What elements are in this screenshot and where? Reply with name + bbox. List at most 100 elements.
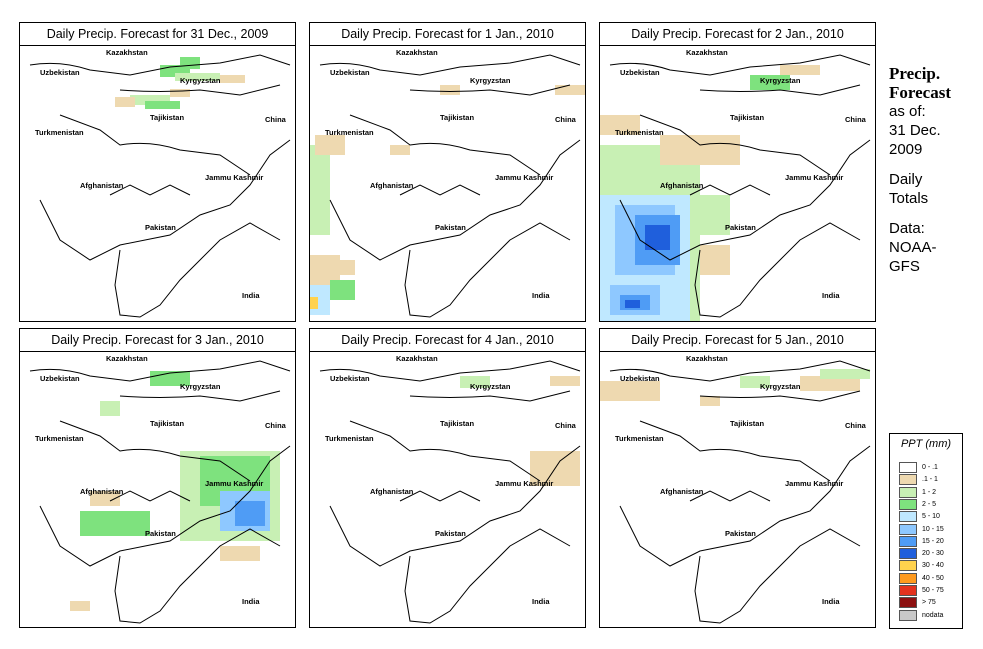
legend-label: 5 - 10 — [922, 513, 940, 521]
label-pakistan: Pakistan — [435, 223, 466, 232]
legend-swatch — [899, 498, 917, 510]
label-turkmenistan: Turkmenistan — [615, 128, 664, 137]
label-kazakhstan: Kazakhstan — [106, 48, 148, 57]
label-afghanistan: Afghanistan — [80, 181, 124, 190]
legend-swatch — [899, 548, 917, 560]
borders — [29, 54, 291, 318]
label-tajikistan: Tajikistan — [730, 419, 765, 428]
label-pakistan: Pakistan — [725, 529, 756, 538]
label-china: China — [265, 115, 286, 124]
side-title-line2: Forecast — [889, 83, 951, 102]
side-info: Precip. Forecast as of: 31 Dec. 2009 Dai… — [889, 64, 951, 276]
legend-label: .1 - 1 — [922, 476, 938, 484]
label-jammu-kashmir: Jammu Kashmir — [205, 479, 264, 488]
label-turkmenistan: Turkmenistan — [325, 128, 374, 137]
label-jammu-kashmir: Jammu Kashmir — [785, 173, 844, 182]
label-kyrgyzstan: Kyrgyzstan — [470, 76, 511, 85]
label-india: India — [822, 597, 840, 606]
forecast-panel-dec31: Daily Precip. Forecast for 31 Dec., 2009… — [19, 22, 296, 322]
label-turkmenistan: Turkmenistan — [35, 128, 84, 137]
label-tajikistan: Tajikistan — [730, 113, 765, 122]
label-jammu-kashmir: Jammu Kashmir — [495, 173, 554, 182]
asof-line2: 31 Dec. — [889, 122, 941, 139]
data-line1: Data: — [889, 220, 925, 237]
panel-title: Daily Precip. Forecast for 4 Jan., 2010 — [310, 329, 585, 352]
label-uzbekistan: Uzbekistan — [330, 374, 370, 383]
precip-map — [29, 54, 291, 318]
label-kyrgyzstan: Kyrgyzstan — [760, 76, 801, 85]
precip-map — [319, 360, 581, 624]
label-jammu-kashmir: Jammu Kashmir — [495, 479, 554, 488]
legend-label: 10 - 15 — [922, 525, 944, 533]
precip-cells — [115, 57, 245, 109]
label-uzbekistan: Uzbekistan — [620, 68, 660, 77]
legend-label: 20 - 30 — [922, 550, 944, 558]
forecast-panel-jan4: Daily Precip. Forecast for 4 Jan., 2010 … — [309, 328, 586, 628]
totals-line1: Daily — [889, 171, 923, 188]
label-turkmenistan: Turkmenistan — [35, 434, 84, 443]
label-kazakhstan: Kazakhstan — [106, 354, 148, 363]
legend-title: PPT (mm) — [900, 438, 952, 450]
forecast-panel-jan3: Daily Precip. Forecast for 3 Jan., 2010 … — [19, 328, 296, 628]
panel-title: Daily Precip. Forecast for 5 Jan., 2010 — [600, 329, 875, 352]
label-kyrgyzstan: Kyrgyzstan — [760, 382, 801, 391]
label-pakistan: Pakistan — [725, 223, 756, 232]
legend-swatch — [899, 474, 917, 486]
precip-cells — [600, 65, 820, 321]
label-afghanistan: Afghanistan — [660, 181, 704, 190]
label-turkmenistan: Turkmenistan — [325, 434, 374, 443]
label-uzbekistan: Uzbekistan — [620, 374, 660, 383]
label-kyrgyzstan: Kyrgyzstan — [470, 382, 511, 391]
label-china: China — [845, 115, 866, 124]
label-pakistan: Pakistan — [435, 529, 466, 538]
data-line3: GFS — [889, 258, 920, 275]
forecast-panel-jan2: Daily Precip. Forecast for 2 Jan., 2010 … — [599, 22, 876, 322]
label-india: India — [242, 597, 260, 606]
borders — [609, 360, 871, 624]
legend-swatch — [899, 462, 917, 473]
label-india: India — [242, 291, 260, 300]
label-china: China — [845, 421, 866, 430]
label-afghanistan: Afghanistan — [370, 181, 414, 190]
borders — [609, 54, 871, 318]
label-kazakhstan: Kazakhstan — [686, 48, 728, 57]
precip-cells — [310, 85, 585, 315]
label-tajikistan: Tajikistan — [440, 113, 475, 122]
totals-line2: Totals — [889, 190, 929, 207]
legend-swatch — [899, 585, 917, 596]
panel-title: Daily Precip. Forecast for 3 Jan., 2010 — [20, 329, 295, 352]
label-kazakhstan: Kazakhstan — [686, 354, 728, 363]
borders — [29, 360, 291, 624]
panel-title: Daily Precip. Forecast for 31 Dec., 2009 — [20, 23, 295, 46]
label-afghanistan: Afghanistan — [660, 487, 704, 496]
forecast-panel-jan1: Daily Precip. Forecast for 1 Jan., 2010 … — [309, 22, 586, 322]
legend-swatch — [899, 609, 917, 621]
borders — [319, 54, 581, 318]
label-tajikistan: Tajikistan — [150, 113, 185, 122]
legend-swatch — [899, 572, 917, 584]
legend-swatch — [899, 523, 917, 535]
asof-line1: as of: — [889, 103, 926, 120]
legend-label: 1 - 2 — [922, 488, 937, 496]
label-tajikistan: Tajikistan — [440, 419, 475, 428]
legend-swatch — [899, 511, 917, 523]
label-kazakhstan: Kazakhstan — [396, 48, 438, 57]
legend-label: 2 - 5 — [922, 500, 937, 508]
label-india: India — [822, 291, 840, 300]
legend-swatch — [899, 560, 917, 572]
label-india: India — [532, 597, 550, 606]
label-uzbekistan: Uzbekistan — [330, 68, 370, 77]
label-jammu-kashmir: Jammu Kashmir — [205, 173, 264, 182]
label-pakistan: Pakistan — [145, 223, 176, 232]
label-china: China — [265, 421, 286, 430]
legend-label: 50 - 75 — [922, 587, 944, 594]
legend-label: 0 - .1 — [922, 464, 938, 471]
panel-title: Daily Precip. Forecast for 2 Jan., 2010 — [600, 23, 875, 46]
precip-map — [600, 360, 871, 624]
precip-map — [600, 54, 871, 321]
legend-label: 15 - 20 — [922, 537, 944, 545]
label-pakistan: Pakistan — [145, 529, 176, 538]
label-uzbekistan: Uzbekistan — [40, 374, 80, 383]
precip-cells — [600, 369, 870, 406]
label-kyrgyzstan: Kyrgyzstan — [180, 382, 221, 391]
